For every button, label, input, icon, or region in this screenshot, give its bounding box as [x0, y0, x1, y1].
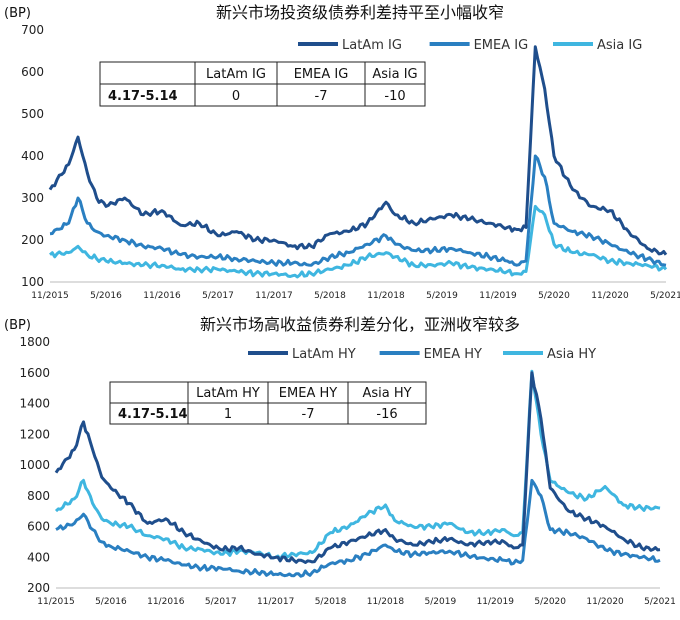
hy-y-tick-label: 1600: [19, 366, 50, 380]
table-cell: -10: [384, 89, 405, 104]
ig-y-tick-label: 100: [21, 275, 44, 289]
table-header: EMEA HY: [279, 386, 337, 401]
ig-x-tick-label: 11/2015: [31, 291, 68, 301]
hy-y-axis: 200 400 600 800 1000 1200 1400 1600 1800: [19, 335, 660, 595]
hy-y-tick-label: 1000: [19, 458, 50, 472]
hy-spread-chart: (BP) 新兴市场高收益债券利差分化，亚洲收窄较多 200 400 600 800 10…: [4, 315, 676, 607]
ig-x-tick-label: 11/2020: [591, 291, 629, 301]
ig-x-tick-label: 5/2017: [202, 291, 234, 301]
legend-label: LatAm IG: [342, 38, 402, 53]
ig-x-tick-label: 11/2016: [143, 291, 181, 301]
ig-series-line-asia-ig: [49, 204, 668, 279]
hy-y-tick-label: 1200: [19, 427, 50, 441]
hy-x-tick-label: 5/2017: [205, 597, 237, 607]
legend-label: Asia IG: [597, 38, 642, 53]
hy-series-line-asia-hy: [54, 369, 661, 561]
table-header: LatAm HY: [196, 386, 260, 401]
ig-x-tick-label: 5/2018: [314, 291, 346, 301]
ig-x-tick-label: 5/2016: [90, 291, 122, 301]
hy-y-tick-label: 800: [27, 489, 50, 503]
ig-x-tick-label: 5/2021: [650, 291, 680, 301]
hy-legend: LatAm HY EMEA HY Asia HY: [248, 347, 596, 362]
ig-y-tick-label: 500: [21, 107, 44, 121]
legend-label: LatAm HY: [292, 347, 356, 362]
ig-y-tick-label: 700: [21, 23, 44, 37]
hy-y-unit: (BP): [4, 318, 31, 333]
hy-y-tick-label: 1800: [19, 335, 50, 349]
ig-series-line-latam-ig: [48, 45, 668, 256]
ig-y-tick-label: 400: [21, 149, 44, 163]
hy-x-axis: 11/2015 5/2016 11/2016 5/2017 11/2017 5/2018 1…: [37, 597, 676, 607]
table-row-label: 4.17-5.14: [108, 89, 178, 104]
hy-chart-title: 新兴市场高收益债券利差分化，亚洲收窄较多: [200, 315, 520, 334]
ig-y-tick-label: 300: [21, 191, 44, 205]
hy-x-tick-label: 5/2019: [425, 597, 457, 607]
ig-x-tick-label: 5/2019: [426, 291, 458, 301]
legend-label: EMEA IG: [474, 38, 529, 53]
table-cell: 1: [224, 407, 232, 422]
ig-legend: LatAm IG EMEA IG Asia IG: [298, 38, 642, 53]
hy-y-tick-label: 1400: [19, 397, 50, 411]
hy-y-tick-label: 200: [27, 581, 50, 595]
table-cell: -7: [302, 407, 315, 422]
ig-spread-chart: (BP) 新兴市场投资级债券利差持平至小幅收窄 100 200 300 400 500 6…: [4, 3, 680, 301]
hy-y-tick-label: 400: [27, 550, 50, 564]
ig-x-axis: 11/2015 5/2016 11/2016 5/2017 11/2017 5/2018 1…: [31, 291, 680, 301]
ig-series-line-emea-ig: [49, 154, 667, 267]
ig-y-tick-label: 200: [21, 233, 44, 247]
hy-change-table: 4.17-5.14 LatAm HY 1 EMEA HY -7 Asia HY -16: [109, 381, 427, 425]
legend-label: EMEA HY: [424, 347, 482, 362]
table-header: EMEA IG: [294, 67, 349, 82]
hy-x-tick-label: 5/2020: [534, 597, 566, 607]
hy-series-line-latam-hy: [54, 371, 661, 564]
ig-x-tick-label: 11/2017: [255, 291, 292, 301]
table-cell: -7: [315, 89, 328, 104]
hy-x-tick-label: 11/2016: [147, 597, 185, 607]
hy-y-tick-label: 600: [27, 520, 50, 534]
hy-x-tick-label: 5/2018: [315, 597, 347, 607]
hy-series-lines: [54, 369, 661, 578]
hy-x-tick-label: 11/2017: [257, 597, 294, 607]
table-header: Asia IG: [372, 67, 417, 82]
table-row-label: 4.17-5.14: [118, 407, 188, 422]
table-cell: -16: [376, 407, 397, 422]
hy-x-tick-label: 11/2020: [586, 597, 624, 607]
ig-y-unit: (BP): [4, 6, 31, 21]
ig-x-tick-label: 11/2019: [479, 291, 517, 301]
hy-x-tick-label: 11/2018: [367, 597, 405, 607]
ig-change-table: 4.17-5.14 LatAm IG 0 EMEA IG -7 Asia IG -10: [99, 61, 426, 107]
hy-x-tick-label: 5/2016: [95, 597, 127, 607]
ig-x-tick-label: 5/2020: [538, 291, 570, 301]
hy-x-tick-label: 11/2019: [477, 597, 515, 607]
ig-y-axis: 100 200 300 400 500 600 700: [21, 23, 666, 289]
table-cell: 0: [232, 89, 240, 104]
hy-x-tick-label: 5/2021: [644, 597, 676, 607]
hy-x-tick-label: 11/2015: [37, 597, 74, 607]
table-header: Asia HY: [362, 386, 411, 401]
ig-chart-title: 新兴市场投资级债券利差持平至小幅收窄: [216, 3, 504, 22]
ig-x-tick-label: 11/2018: [367, 291, 405, 301]
ig-y-tick-label: 600: [21, 65, 44, 79]
ig-series-lines: [48, 45, 668, 279]
table-header: LatAm IG: [206, 67, 266, 82]
hy-series-line-emea-hy: [55, 478, 661, 578]
legend-label: Asia HY: [547, 347, 596, 362]
